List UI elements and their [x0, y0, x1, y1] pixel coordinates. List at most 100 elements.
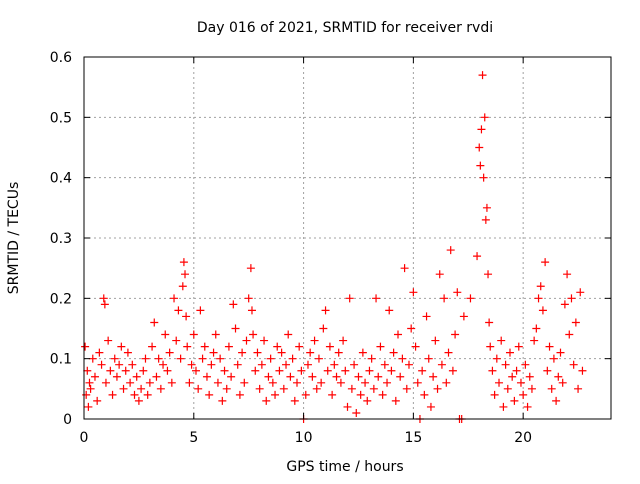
y-tick-label: 0 — [63, 412, 72, 428]
data-point — [83, 366, 92, 375]
y-tick-label: 0.3 — [50, 231, 72, 247]
data-point — [308, 372, 317, 381]
y-tick-label: 0.2 — [50, 291, 72, 307]
data-point — [209, 348, 218, 357]
data-point — [306, 348, 315, 357]
data-point — [347, 384, 356, 393]
data-point — [534, 294, 543, 303]
x-tick-label: 5 — [189, 430, 198, 446]
data-point — [530, 336, 539, 345]
chart-title: Day 016 of 2021, SRMTID for receiver rvd… — [197, 20, 493, 36]
data-point — [95, 348, 104, 357]
data-point — [88, 354, 97, 363]
data-point — [178, 282, 187, 291]
data-point — [343, 402, 352, 411]
data-point — [543, 366, 552, 375]
data-point — [130, 390, 139, 399]
data-point — [409, 288, 418, 297]
data-point — [117, 342, 126, 351]
x-tick-label: 10 — [295, 430, 313, 446]
data-point — [547, 384, 556, 393]
data-point — [235, 390, 244, 399]
data-point — [104, 336, 113, 345]
data-point — [567, 294, 576, 303]
data-point — [477, 125, 486, 134]
data-point — [505, 348, 514, 357]
data-point — [150, 318, 159, 327]
data-point — [356, 390, 365, 399]
data-point — [514, 342, 523, 351]
data-point — [242, 336, 251, 345]
data-point — [380, 360, 389, 369]
data-point — [339, 336, 348, 345]
data-point — [231, 324, 240, 333]
data-point — [323, 366, 332, 375]
data-point — [424, 354, 433, 363]
data-point — [404, 360, 413, 369]
data-point — [295, 342, 304, 351]
data-point — [97, 360, 106, 369]
data-point — [81, 342, 90, 351]
data-point — [156, 384, 165, 393]
data-point — [139, 366, 148, 375]
data-point — [189, 330, 198, 339]
data-point — [163, 366, 172, 375]
data-point — [141, 354, 150, 363]
data-point — [453, 288, 462, 297]
data-point — [108, 390, 117, 399]
data-point — [488, 366, 497, 375]
data-point — [358, 348, 367, 357]
data-point — [374, 372, 383, 381]
data-point — [444, 348, 453, 357]
data-point — [411, 342, 420, 351]
data-point — [435, 270, 444, 279]
data-point — [541, 258, 550, 267]
data-point — [182, 312, 191, 321]
data-point — [310, 336, 319, 345]
data-point — [473, 252, 482, 261]
data-point — [565, 330, 574, 339]
data-point — [448, 366, 457, 375]
data-point — [569, 360, 578, 369]
data-point — [251, 366, 260, 375]
data-point — [372, 294, 381, 303]
data-point — [148, 342, 157, 351]
data-point — [317, 378, 326, 387]
x-tick-label: 0 — [80, 430, 89, 446]
data-point — [422, 312, 431, 321]
data-point — [512, 366, 521, 375]
data-point — [576, 288, 585, 297]
data-point — [352, 408, 361, 417]
data-point — [112, 372, 121, 381]
data-point — [247, 306, 256, 315]
data-point — [418, 366, 427, 375]
data-point — [556, 348, 565, 357]
data-point — [194, 384, 203, 393]
data-point — [480, 113, 489, 122]
data-point — [174, 306, 183, 315]
data-point — [128, 360, 137, 369]
data-point — [273, 342, 282, 351]
data-point — [198, 354, 207, 363]
data-point — [134, 396, 143, 405]
data-point — [137, 384, 146, 393]
data-point — [484, 270, 493, 279]
data-point — [179, 258, 188, 267]
data-point — [282, 360, 291, 369]
x-tick-label: 20 — [514, 430, 532, 446]
data-point — [475, 143, 484, 152]
data-point — [271, 390, 280, 399]
data-point — [288, 354, 297, 363]
data-point — [240, 378, 249, 387]
data-point — [93, 396, 102, 405]
y-tick-label: 0.5 — [50, 110, 72, 126]
y-tick-label: 0.4 — [50, 171, 72, 187]
data-point — [345, 294, 354, 303]
data-point — [369, 384, 378, 393]
data-point — [336, 378, 345, 387]
data-point — [413, 378, 422, 387]
data-point — [563, 270, 572, 279]
data-point — [143, 390, 152, 399]
